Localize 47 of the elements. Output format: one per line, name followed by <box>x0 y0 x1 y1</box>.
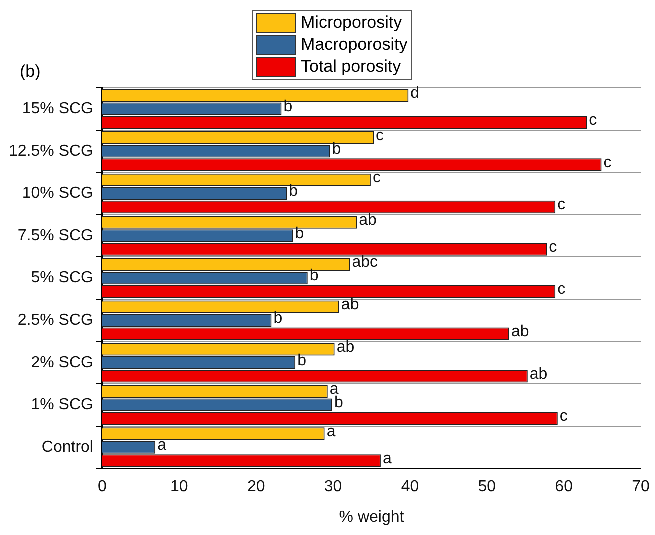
x-tick-label: 10 <box>170 478 188 496</box>
x-tick-label: 50 <box>478 478 496 496</box>
data-label: b <box>289 183 298 200</box>
data-label: ab <box>511 324 530 341</box>
y-tick-label: 12.5% SCG <box>9 142 94 160</box>
data-label: b <box>332 140 342 158</box>
data-label: c <box>376 127 384 144</box>
data-label: ab <box>359 212 378 229</box>
data-label: c <box>604 154 612 172</box>
data-label: ab <box>336 338 355 356</box>
data-label: b <box>310 268 319 285</box>
x-axis-title: % weight <box>339 508 405 526</box>
data-label: c <box>560 408 568 426</box>
data-label: abc <box>352 254 378 272</box>
y-tick-label: 7.5% SCG <box>18 227 94 244</box>
data-label: c <box>549 238 558 256</box>
x-tick-label: 60 <box>555 478 574 496</box>
y-tick-label: 10% SCG <box>22 185 94 202</box>
data-label: b <box>295 225 304 242</box>
x-tick-label: 20 <box>247 478 266 496</box>
data-label: ab <box>341 296 360 314</box>
legend-label: Microporosity <box>301 12 402 34</box>
y-tick-label: 2% SCG <box>31 354 94 372</box>
y-tick-label: 2.5% SCG <box>18 312 94 329</box>
data-label: d <box>410 85 420 102</box>
x-tick-label: 40 <box>401 478 420 496</box>
y-tick-label: 5% SCG <box>31 270 94 287</box>
data-label: c <box>558 196 566 214</box>
x-tick-label: 30 <box>324 478 342 496</box>
data-label: a <box>326 423 336 440</box>
legend-label: Macroporosity <box>301 34 408 56</box>
y-tick-label: 1% SCG <box>31 396 94 414</box>
data-label: c <box>589 112 598 130</box>
data-label: b <box>274 310 283 327</box>
x-tick-label: 0 <box>98 478 108 496</box>
data-label: ab <box>530 366 548 383</box>
data-label: c <box>558 281 566 298</box>
data-label: c <box>372 170 381 187</box>
data-label: a <box>158 436 167 454</box>
data-label: b <box>298 352 307 370</box>
text: (b) <box>20 62 41 82</box>
y-tick-label: 15% SCG <box>22 100 94 118</box>
data-label: b <box>284 98 293 116</box>
y-tick-label: Control <box>42 438 94 456</box>
x-tick-label: 70 <box>632 478 650 496</box>
data-label: a <box>382 450 392 468</box>
legend-label: Total porosity <box>301 56 402 78</box>
